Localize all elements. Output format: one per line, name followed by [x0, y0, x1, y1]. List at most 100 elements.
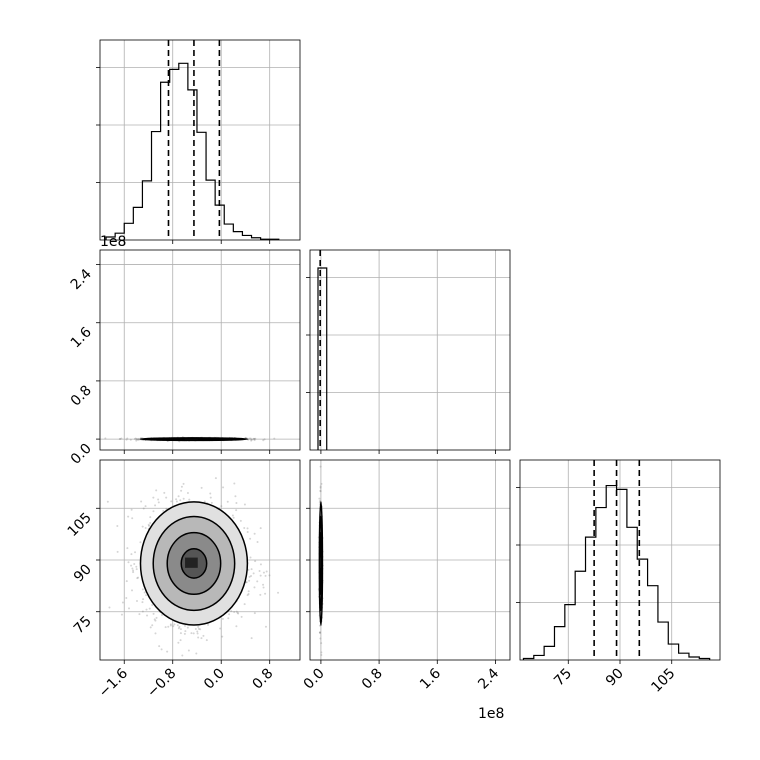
sample-point [135, 439, 138, 442]
sample-point [253, 437, 256, 440]
sample-point [141, 588, 144, 591]
sample-point [250, 637, 253, 640]
sample-point [247, 590, 250, 593]
sample-point [120, 437, 123, 440]
sample-point [177, 641, 180, 644]
sample-point [252, 572, 255, 575]
sample-point [155, 489, 158, 492]
sample-point [235, 610, 238, 613]
sample-point [239, 519, 242, 522]
x-tick-label: 0.0 [301, 666, 328, 693]
sample-point [154, 504, 157, 507]
sample-point [248, 579, 251, 582]
sample-point [118, 437, 121, 440]
sample-point [197, 625, 200, 628]
sample-point [152, 612, 155, 615]
scatter-layer [317, 465, 324, 656]
sample-point [202, 634, 205, 637]
sample-point [253, 586, 256, 589]
sample-point [135, 568, 138, 571]
sample-point [262, 439, 265, 442]
sample-point [247, 593, 250, 596]
sample-point [320, 653, 323, 656]
sample-point [127, 561, 130, 564]
sample-point [264, 592, 267, 595]
sample-point [149, 522, 152, 525]
sample-point [250, 439, 253, 442]
sample-point [186, 491, 189, 494]
sample-point [265, 570, 268, 573]
sample-point [160, 613, 163, 616]
sample-point [197, 636, 200, 639]
histogram-outline [105, 62, 280, 240]
histogram-param3: 75 90 105 [516, 459, 721, 696]
sample-point [141, 525, 144, 528]
sample-point [237, 612, 240, 615]
scatter-layer [104, 436, 276, 443]
sample-point [318, 497, 321, 500]
sample-point [186, 626, 189, 629]
sample-point [149, 516, 152, 519]
sample-point [121, 601, 124, 604]
density-core [185, 557, 198, 568]
sample-point [197, 627, 200, 630]
sample-point [262, 583, 265, 586]
sample-point [254, 437, 257, 440]
sample-point [236, 611, 239, 614]
sample-point [125, 580, 128, 583]
sample-point [209, 496, 212, 499]
sample-point [157, 501, 160, 504]
sample-point [162, 509, 165, 512]
x-tick-label: 0.8 [249, 666, 276, 693]
sample-point [135, 600, 138, 603]
sample-point [259, 563, 262, 566]
sample-point [256, 580, 259, 583]
x-tick-label: −0.8 [144, 666, 179, 701]
sample-point [259, 574, 262, 577]
sample-point [264, 574, 267, 577]
axes-frame [519, 459, 721, 661]
sample-point [131, 589, 134, 592]
sample-point [253, 439, 256, 442]
sample-point [259, 527, 262, 530]
sample-point [264, 625, 267, 628]
histogram-steps [105, 40, 280, 240]
sample-point [228, 613, 231, 616]
y-tick-label: 75 [71, 613, 95, 637]
sample-point [226, 500, 229, 503]
sample-point [192, 632, 195, 635]
sample-point [155, 616, 158, 619]
sample-point [138, 613, 141, 616]
sample-point [249, 556, 252, 559]
sample-point [130, 508, 133, 511]
sample-point [319, 465, 322, 468]
sample-point [246, 531, 249, 534]
axes-frame [309, 459, 511, 661]
sample-point [163, 491, 166, 494]
histogram-steps [317, 250, 328, 450]
sample-point [154, 619, 157, 622]
sample-point [253, 612, 256, 615]
histogram-outline [317, 267, 328, 450]
sample-point [195, 652, 198, 655]
sample-point [319, 489, 322, 492]
sample-point [273, 437, 276, 440]
x-tick-label: 75 [551, 666, 575, 690]
sample-point [134, 437, 137, 440]
sample-point [160, 648, 163, 651]
axes-frame [99, 39, 301, 241]
sample-point [252, 437, 255, 440]
sample-point [170, 500, 173, 503]
sample-point [250, 438, 253, 441]
x-tick-label: 2.4 [475, 665, 502, 692]
sample-point [233, 610, 236, 613]
sample-point [235, 625, 238, 628]
sample-point [141, 610, 144, 613]
sample-point [259, 593, 262, 596]
sample-point [181, 654, 184, 657]
x-tick-label: 90 [603, 666, 627, 690]
sample-point [158, 645, 161, 648]
sample-point [165, 507, 168, 510]
sample-point [136, 577, 139, 580]
sample-point [221, 635, 224, 638]
